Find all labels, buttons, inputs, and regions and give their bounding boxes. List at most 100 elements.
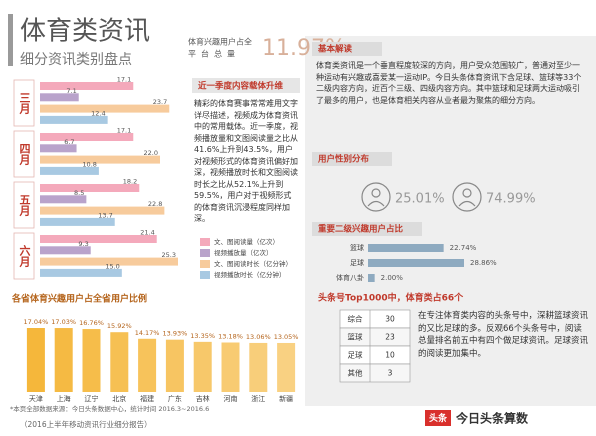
logo: 头条 — [429, 412, 448, 424]
bar — [40, 144, 77, 153]
heading-bg — [312, 42, 382, 56]
category-label: 体育八卦 — [336, 273, 364, 282]
value-label: 13.18% — [218, 332, 243, 340]
bar — [40, 246, 91, 255]
value-label: 22.0 — [144, 149, 158, 157]
category-label: 北京 — [112, 394, 126, 403]
bar — [40, 217, 115, 226]
month-label: 五月 — [18, 194, 32, 217]
bar — [110, 332, 129, 392]
bar — [26, 328, 45, 392]
bar — [40, 184, 140, 192]
value-label: 17.03% — [51, 318, 76, 326]
bar — [277, 342, 296, 392]
box-heading: 近一季度内容载体升维 — [198, 81, 284, 92]
value-label: 15.0 — [105, 262, 119, 270]
legend-label: 视频播放量（亿次） — [214, 248, 273, 257]
table-cell: 综合 — [348, 314, 363, 324]
table-row — [339, 363, 411, 383]
footnote: （2016上半年移动资讯行业细分报告） — [20, 419, 152, 429]
category-label: 河南 — [224, 394, 238, 403]
value-label: 13.93% — [163, 330, 188, 338]
bar — [40, 166, 99, 175]
value-label: 2.00% — [381, 274, 404, 282]
heading: 头条号Top1000中，体育类占66个 — [318, 292, 464, 304]
category-label: 广东 — [168, 394, 182, 403]
logo-box — [425, 410, 451, 426]
bar — [165, 339, 184, 392]
value-label: 16.76% — [79, 319, 104, 327]
bar — [40, 82, 134, 90]
male-icon — [452, 182, 482, 212]
value-label: 15.92% — [107, 322, 132, 330]
title-bar — [8, 14, 13, 66]
category-label: 新疆 — [279, 394, 293, 403]
legend-label: 文、图阅读时长（亿分钟） — [214, 259, 292, 268]
title: 体育类资讯 — [20, 17, 150, 47]
heading-bg — [312, 222, 422, 236]
table-cell: 3 — [388, 369, 393, 378]
stat-label: 体育兴趣用户占全 — [188, 37, 252, 47]
legend-swatch — [200, 271, 210, 279]
bar — [40, 268, 122, 277]
female-icon — [361, 182, 391, 212]
accounts-text: 在专注体育类内容的头条号中，深耕篮球资讯的又比足球的多。反观66个头条号中，阅读… — [418, 311, 589, 359]
bar — [40, 104, 170, 113]
box-text: 精彩的体育赛事常常难用文字详尽描述，视频成为体育资讯中的常用载体。近一季度，视频… — [194, 99, 298, 223]
male-share: 74.99% — [486, 192, 536, 207]
month-bracket — [13, 181, 35, 229]
month-bracket — [13, 79, 35, 127]
bar — [193, 341, 212, 392]
footnote: *本页全部数据来源：今日头条数据中心，统计时间 2016.3~2016.6 — [10, 404, 209, 413]
subtitle: 细分资讯类别盘点 — [20, 51, 132, 68]
stat-label: 平台总量 — [188, 49, 240, 59]
month-label: 四月 — [18, 143, 32, 166]
bar — [54, 328, 73, 392]
legend-swatch — [200, 260, 210, 268]
bar — [40, 115, 108, 124]
brand: 今日头条算数 — [455, 411, 529, 426]
month-bracket — [13, 130, 35, 178]
value-label: 6.7 — [64, 138, 74, 146]
value-label: 13.05% — [274, 333, 299, 341]
value-label: 28.86% — [470, 259, 497, 267]
bar — [40, 155, 160, 164]
bar — [40, 195, 87, 204]
interpretation-text: 体育类资讯是一个垂直程度较深的方向，用户受众范围较广，普通对至少一种运动有兴趣或… — [316, 61, 582, 105]
value-label: 13.06% — [246, 333, 271, 341]
bar — [221, 342, 240, 392]
value-label: 7.1 — [66, 87, 76, 95]
bar — [40, 257, 178, 266]
value-label: 14.17% — [135, 329, 160, 337]
bar — [40, 235, 157, 243]
category-label: 吉林 — [196, 394, 210, 403]
value-label: 8.5 — [74, 189, 84, 197]
legend-swatch — [200, 238, 210, 246]
legend-swatch — [200, 249, 210, 257]
month-label: 三月 — [18, 92, 32, 115]
table-cell: 10 — [385, 351, 395, 360]
bar — [138, 338, 157, 392]
category-label: 浙江 — [251, 394, 265, 403]
category-label: 福建 — [140, 394, 154, 403]
bar — [368, 259, 464, 267]
value-label: 10.8 — [82, 160, 96, 168]
bar — [82, 329, 101, 392]
bar — [40, 93, 79, 102]
legend-label: 视频播放时长（亿分钟） — [214, 270, 286, 279]
value-label: 23.7 — [153, 98, 167, 106]
category-label: 足球 — [350, 258, 364, 267]
category-label: 篮球 — [350, 243, 364, 252]
value-label: 22.74% — [450, 244, 477, 252]
heading: 用户性别分布 — [317, 154, 370, 165]
category-label: 辽宁 — [85, 394, 99, 403]
bar — [368, 274, 375, 282]
heading-bg — [312, 152, 392, 166]
female-share: 25.01% — [395, 192, 445, 207]
category-label: 上海 — [57, 394, 71, 403]
value-label: 9.3 — [78, 240, 88, 248]
value-label: 17.1 — [117, 127, 131, 135]
value-label: 18.2 — [123, 178, 137, 186]
value-label: 21.4 — [140, 229, 154, 237]
